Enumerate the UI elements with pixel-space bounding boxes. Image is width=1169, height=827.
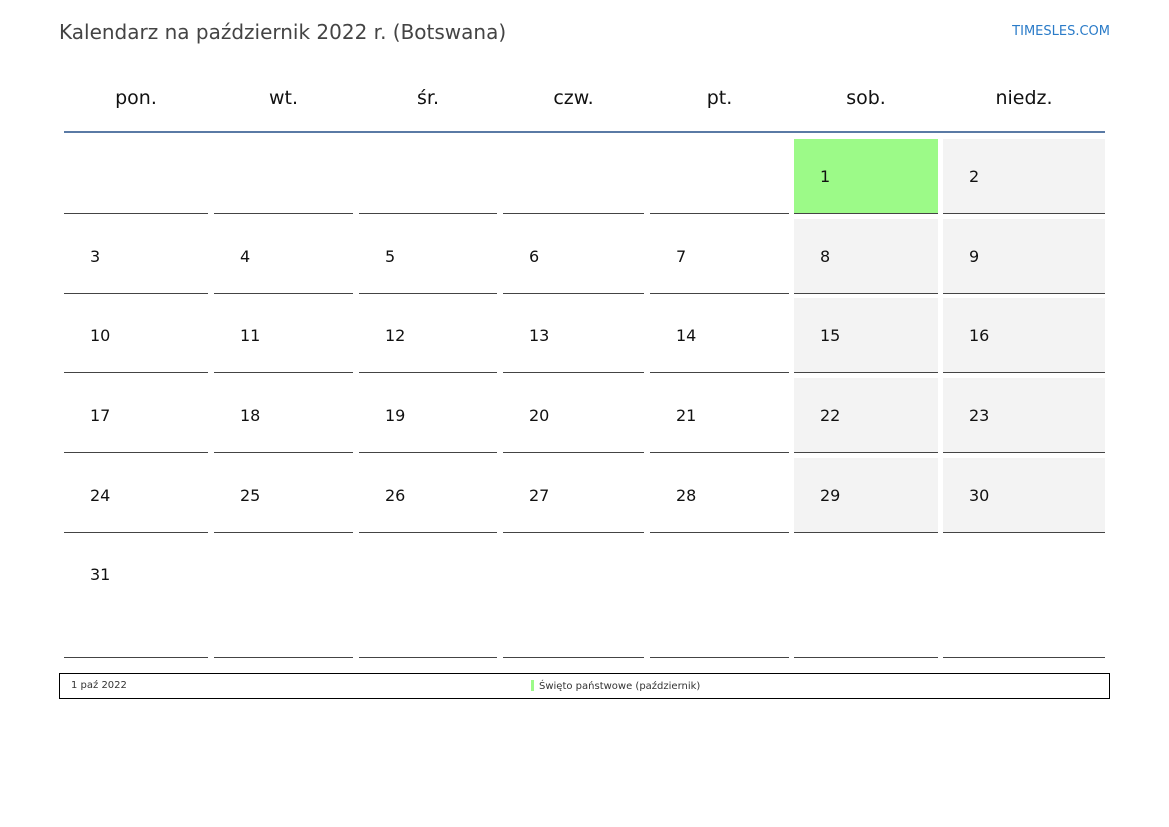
day-number: 9 xyxy=(969,247,980,266)
header-divider xyxy=(64,131,1105,133)
weekday-header: wt. xyxy=(268,87,299,109)
weekday-header: pon. xyxy=(115,87,157,109)
day-cell[interactable]: 26 xyxy=(359,458,497,533)
brand-link[interactable]: TIMESLES.COM xyxy=(1012,24,1110,39)
day-number: 19 xyxy=(385,406,406,425)
day-number: 24 xyxy=(90,486,111,505)
day-number: 20 xyxy=(529,406,550,425)
day-number: 11 xyxy=(240,326,261,345)
day-cell[interactable]: 19 xyxy=(359,378,497,453)
day-number: 15 xyxy=(820,326,841,345)
day-number: 3 xyxy=(90,247,101,266)
day-cell xyxy=(64,139,208,214)
day-cell xyxy=(359,537,497,658)
day-cell[interactable]: 23 xyxy=(943,378,1105,453)
day-cell[interactable]: 18 xyxy=(214,378,353,453)
day-cell xyxy=(943,537,1105,658)
day-cell xyxy=(650,139,789,214)
day-cell[interactable]: 5 xyxy=(359,219,497,294)
day-cell[interactable]: 4 xyxy=(214,219,353,294)
day-cell[interactable]: 29 xyxy=(794,458,938,533)
legend-date: 1 paź 2022 xyxy=(71,680,127,691)
day-cell[interactable]: 8 xyxy=(794,219,938,294)
day-cell[interactable]: 11 xyxy=(214,298,353,373)
day-cell xyxy=(214,537,353,658)
day-number: 5 xyxy=(385,247,396,266)
day-cell[interactable]: 31 xyxy=(64,537,208,658)
day-number: 22 xyxy=(820,406,841,425)
day-number: 27 xyxy=(529,486,550,505)
day-cell xyxy=(650,537,789,658)
legend-label: Święto państwowe (październik) xyxy=(539,681,701,692)
weekday-header: pt. xyxy=(706,87,733,109)
day-number: 21 xyxy=(676,406,697,425)
day-cell[interactable]: 2 xyxy=(943,139,1105,214)
day-cell[interactable]: 25 xyxy=(214,458,353,533)
weekday-header: śr. xyxy=(416,87,439,109)
page-title: Kalendarz na październik 2022 r. (Botswa… xyxy=(59,20,507,44)
day-cell[interactable]: 6 xyxy=(503,219,644,294)
day-cell[interactable]: 15 xyxy=(794,298,938,373)
holiday-legend: 1 paź 2022 Święto państwowe (październik… xyxy=(59,673,1110,699)
day-cell[interactable]: 30 xyxy=(943,458,1105,533)
day-cell[interactable]: 7 xyxy=(650,219,789,294)
day-cell xyxy=(359,139,497,214)
weekday-header: sob. xyxy=(846,87,886,109)
day-cell[interactable]: 1 xyxy=(794,139,938,214)
day-number: 31 xyxy=(90,565,111,584)
day-cell[interactable]: 14 xyxy=(650,298,789,373)
day-cell xyxy=(503,537,644,658)
day-number: 13 xyxy=(529,326,550,345)
day-number: 10 xyxy=(90,326,111,345)
day-cell xyxy=(794,537,938,658)
day-number: 6 xyxy=(529,247,540,266)
day-number: 8 xyxy=(820,247,831,266)
day-cell[interactable]: 16 xyxy=(943,298,1105,373)
legend-item: Święto państwowe (październik) xyxy=(531,680,700,692)
day-number: 1 xyxy=(820,167,831,186)
holiday-color-swatch xyxy=(531,680,534,691)
day-number: 7 xyxy=(676,247,687,266)
day-number: 23 xyxy=(969,406,990,425)
day-number: 26 xyxy=(385,486,406,505)
day-cell[interactable]: 3 xyxy=(64,219,208,294)
weekday-header: niedz. xyxy=(995,87,1053,109)
day-cell[interactable]: 9 xyxy=(943,219,1105,294)
day-number: 25 xyxy=(240,486,261,505)
day-number: 14 xyxy=(676,326,697,345)
day-cell[interactable]: 21 xyxy=(650,378,789,453)
day-number: 18 xyxy=(240,406,261,425)
day-number: 29 xyxy=(820,486,841,505)
day-number: 28 xyxy=(676,486,697,505)
day-cell[interactable]: 27 xyxy=(503,458,644,533)
day-cell[interactable]: 28 xyxy=(650,458,789,533)
day-cell[interactable]: 12 xyxy=(359,298,497,373)
day-number: 16 xyxy=(969,326,990,345)
day-number: 4 xyxy=(240,247,251,266)
day-cell[interactable]: 22 xyxy=(794,378,938,453)
weekday-header: czw. xyxy=(553,87,594,109)
day-cell[interactable]: 17 xyxy=(64,378,208,453)
day-number: 2 xyxy=(969,167,980,186)
day-number: 12 xyxy=(385,326,406,345)
day-cell xyxy=(503,139,644,214)
day-number: 17 xyxy=(90,406,111,425)
day-cell[interactable]: 13 xyxy=(503,298,644,373)
day-cell xyxy=(214,139,353,214)
day-cell[interactable]: 10 xyxy=(64,298,208,373)
day-cell[interactable]: 24 xyxy=(64,458,208,533)
day-number: 30 xyxy=(969,486,990,505)
day-cell[interactable]: 20 xyxy=(503,378,644,453)
